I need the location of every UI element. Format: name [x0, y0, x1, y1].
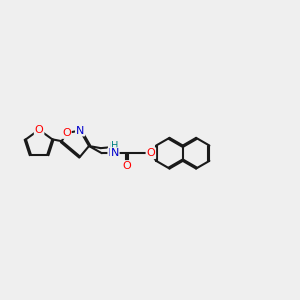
- Text: H: H: [111, 141, 118, 151]
- Text: H: H: [109, 142, 116, 152]
- Text: O: O: [62, 128, 71, 138]
- Text: O: O: [122, 161, 131, 171]
- Text: N: N: [76, 126, 84, 136]
- Text: N: N: [108, 148, 117, 158]
- Text: O: O: [35, 125, 44, 135]
- Text: O: O: [146, 148, 155, 158]
- Text: N: N: [110, 148, 119, 158]
